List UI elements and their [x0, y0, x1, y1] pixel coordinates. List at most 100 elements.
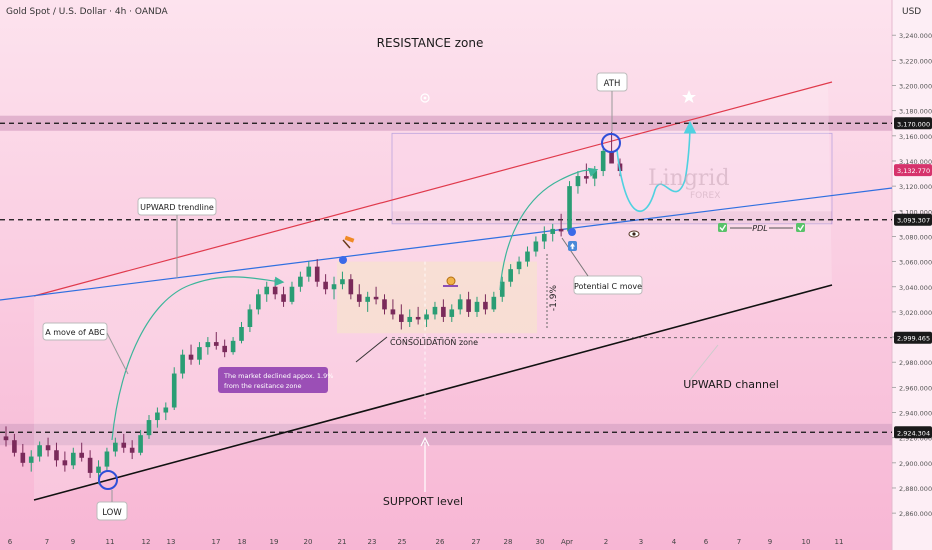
candle — [348, 274, 354, 300]
candle-body — [171, 373, 177, 408]
low-marker — [98, 470, 118, 490]
candle-body — [28, 456, 34, 463]
candle-body — [298, 276, 303, 287]
candle — [323, 274, 328, 295]
candle-body — [129, 447, 135, 453]
candle-body — [306, 266, 312, 277]
currency-label: USD — [902, 7, 921, 17]
y-tick-label: 2,940.000 — [899, 410, 932, 418]
hammer-icon — [342, 235, 355, 249]
candle-body — [20, 452, 26, 463]
candle-body — [399, 314, 404, 322]
y-tick-label: 3,120.000 — [899, 183, 932, 191]
x-tick-label: 11 — [835, 538, 844, 546]
candle — [213, 332, 219, 350]
potential-c-callout: Potential C move — [561, 237, 643, 295]
candle — [12, 433, 17, 457]
candle-body — [247, 309, 253, 327]
x-tick-label: 18 — [238, 538, 247, 546]
candle-body — [415, 316, 421, 320]
eye-icon — [628, 230, 640, 238]
y-axis-panel — [892, 0, 932, 550]
price-badge-bg — [894, 426, 932, 439]
candle — [483, 294, 488, 315]
candle — [441, 299, 446, 322]
candle-body — [592, 171, 598, 179]
consolidation-zone-label: CONSOLIDATION zone — [390, 338, 478, 347]
price-badge-label: 3,132.770 — [897, 167, 930, 175]
x-tick-label: 13 — [167, 538, 176, 546]
candle-body — [457, 299, 463, 310]
candle — [298, 271, 303, 292]
x-tick-label: 27 — [472, 538, 481, 546]
candle — [499, 276, 505, 302]
support-zone-band — [0, 423, 892, 446]
low-label: LOW — [102, 508, 122, 518]
x-tick-label: 9 — [768, 538, 772, 546]
price-badge-label: 3,093.307 — [897, 217, 930, 225]
price-badge-bg — [894, 213, 932, 226]
y-tick-label: 3,140.000 — [899, 158, 932, 166]
candle-body — [104, 451, 110, 467]
x-tick-label: 30 — [536, 538, 545, 546]
price-badge-label: 2,999.465 — [897, 335, 930, 343]
candle-body — [348, 279, 354, 295]
candle — [180, 349, 185, 379]
snail-icon — [443, 276, 458, 287]
y-tick-label: 3,020.000 — [899, 309, 932, 317]
resistance-zone-label: RESISTANCE zone — [377, 36, 484, 50]
y-tick-label: 3,060.000 — [899, 259, 932, 267]
upward-channel-label: UPWARD channel — [683, 378, 779, 391]
pdl-label-group: PDL — [718, 223, 805, 233]
candle — [365, 291, 370, 312]
watermark-text: Lingrid — [648, 166, 730, 191]
projected-path — [616, 120, 697, 212]
y-tick-label: 2,860.000 — [899, 510, 932, 518]
candle-body — [567, 186, 572, 232]
x-tick-label: 12 — [142, 538, 151, 546]
candle — [256, 289, 261, 315]
candle — [600, 145, 606, 177]
candle-body — [12, 440, 17, 453]
candle — [541, 226, 547, 250]
candle — [62, 451, 68, 472]
candle — [163, 402, 169, 421]
c-move-marker — [568, 228, 576, 236]
ath-label: ATH — [604, 79, 621, 89]
candle — [289, 281, 295, 305]
x-tick-label: 6 — [8, 538, 13, 546]
trendline-touch-marker — [339, 256, 347, 264]
candle — [466, 291, 471, 317]
candle — [45, 437, 51, 457]
candle-body — [87, 457, 93, 473]
candle — [399, 304, 404, 330]
candle-body — [491, 296, 497, 310]
candle — [584, 163, 589, 184]
candle — [121, 433, 127, 453]
x-tick-label: 23 — [368, 538, 377, 546]
low-callout: LOW — [96, 490, 128, 521]
upward-trendline-label: UPWARD trendline — [140, 203, 214, 212]
candle-body — [525, 251, 530, 262]
candle-body — [340, 279, 345, 285]
candle — [331, 276, 337, 300]
y-tick-label: 3,200.000 — [899, 83, 932, 91]
candle — [146, 415, 152, 439]
candle — [197, 342, 202, 365]
symbol-title: Gold Spot / U.S. Dollar · 4h · OANDA — [6, 7, 168, 17]
candle — [264, 281, 270, 302]
candle — [239, 321, 244, 344]
candle — [558, 213, 564, 237]
price-badge-bg — [894, 331, 932, 344]
up-arrow-badge-icon — [568, 241, 577, 251]
candle-body — [289, 286, 295, 302]
candle-body — [323, 281, 328, 290]
candle — [70, 447, 76, 470]
y-tick-label: 2,880.000 — [899, 485, 932, 493]
candle-body — [558, 228, 564, 232]
price-badge-bg — [894, 164, 932, 177]
pdl-label: PDL — [752, 224, 767, 233]
price-badge-bg — [894, 117, 932, 130]
candle-body — [584, 176, 589, 179]
